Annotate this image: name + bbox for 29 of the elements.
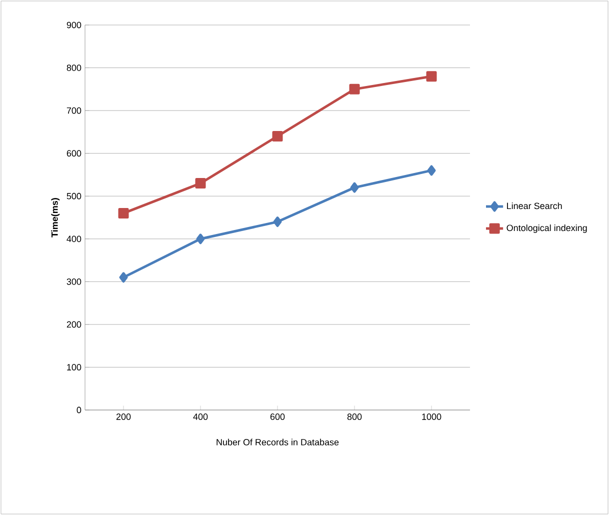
point xyxy=(119,272,128,283)
x-tick-label: 600 xyxy=(270,414,285,420)
y-tick-label: 800 xyxy=(66,64,82,71)
y-tick-label: 0 xyxy=(76,406,82,414)
y-tick-label: 200 xyxy=(66,321,82,328)
point xyxy=(349,84,360,94)
y-tick-label: 700 xyxy=(66,107,82,114)
y-axis-title: Time(ms) xyxy=(51,198,60,238)
y-tick-label: 400 xyxy=(66,236,82,242)
point xyxy=(272,130,283,142)
y-tick-label: 900 xyxy=(66,22,82,28)
point xyxy=(273,216,282,228)
x-tick-label: 800 xyxy=(347,414,362,420)
x-tick-label: 400 xyxy=(193,414,208,420)
x-axis-title: Nuber Of Records in Database xyxy=(216,438,339,446)
point xyxy=(118,208,129,218)
point xyxy=(195,178,206,189)
legend-label: Linear Search xyxy=(507,202,562,210)
x-tick-label: 1000 xyxy=(422,414,442,420)
point xyxy=(350,182,359,193)
point xyxy=(196,234,205,244)
legend-label: Ontological indexing xyxy=(506,224,587,233)
y-tick-label: 300 xyxy=(66,278,82,285)
point xyxy=(427,165,436,176)
x-tick-label: 200 xyxy=(116,414,131,420)
y-tick-label: 600 xyxy=(66,150,82,157)
y-tick-label: 500 xyxy=(66,192,82,200)
y-tick-label: 100 xyxy=(67,364,82,370)
point xyxy=(426,71,437,82)
